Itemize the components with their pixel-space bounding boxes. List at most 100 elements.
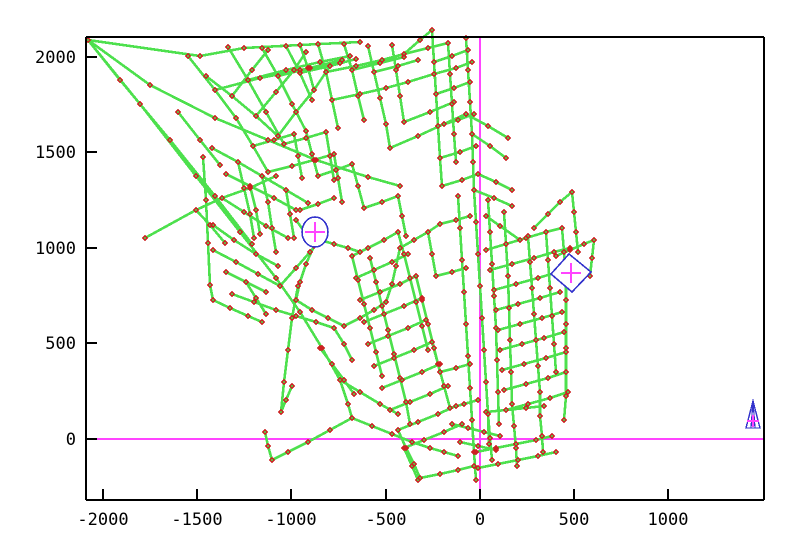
network-node	[524, 232, 532, 240]
network-node	[466, 212, 474, 220]
network-node	[460, 288, 468, 296]
network-node	[328, 96, 336, 104]
network-node	[540, 402, 548, 410]
network-node	[392, 66, 400, 74]
network-node	[480, 428, 488, 436]
network-node	[262, 310, 270, 318]
site-marker-ellipse[interactable]	[301, 216, 329, 248]
network-node	[202, 72, 210, 80]
network-node	[308, 96, 316, 104]
network-node	[408, 462, 416, 470]
x-tick-label-1000: 1000	[648, 510, 689, 530]
network-node	[326, 152, 334, 160]
network-node	[452, 64, 460, 72]
network-node	[400, 444, 408, 452]
network-node	[209, 296, 217, 304]
network-node	[211, 86, 219, 94]
network-node	[548, 432, 556, 440]
network-node	[448, 268, 456, 276]
network-node	[572, 228, 580, 236]
site-marker-diamond[interactable]	[549, 252, 593, 294]
network-node	[312, 318, 320, 326]
network-node	[360, 116, 368, 124]
network-node	[376, 400, 384, 408]
network-node	[254, 270, 262, 278]
x-tick-label-n1500: -1500	[171, 510, 222, 530]
network-node	[252, 250, 260, 258]
network-node	[348, 252, 356, 260]
network-node	[392, 262, 400, 270]
network-node	[234, 158, 242, 166]
network-node	[296, 41, 304, 49]
network-node	[386, 406, 394, 414]
y-tick-labels: 0 500 1000 1500 2000	[35, 48, 76, 450]
network-node	[468, 416, 476, 424]
network-node	[426, 390, 434, 398]
network-node	[474, 442, 482, 450]
network-node	[274, 72, 282, 80]
network-node	[334, 174, 342, 182]
network-node	[540, 334, 548, 342]
x-tick-label-n500: -500	[366, 510, 407, 530]
network-node	[221, 239, 229, 247]
network-node	[546, 284, 554, 292]
network-node	[530, 254, 538, 262]
y-tick-label-0: 0	[66, 430, 76, 450]
network-node	[456, 224, 464, 232]
network-node	[209, 221, 217, 229]
network-node	[404, 250, 412, 258]
network-node	[356, 248, 364, 256]
network-node	[452, 402, 460, 410]
network-node	[378, 384, 386, 392]
x-tick-label-0: 0	[475, 510, 485, 530]
network-node	[482, 378, 490, 386]
site-marker-spire[interactable]	[745, 398, 761, 429]
network-node	[340, 340, 348, 348]
network-node	[528, 284, 536, 292]
y-tick-label-500: 500	[45, 334, 76, 354]
network-node	[580, 240, 588, 248]
network-node	[136, 100, 144, 108]
network-node	[202, 196, 210, 204]
network-node	[240, 184, 248, 192]
network-node	[206, 281, 214, 289]
network-node	[446, 404, 454, 412]
network-node	[505, 304, 513, 312]
network-node	[494, 388, 502, 396]
network-node	[418, 322, 426, 330]
network-node	[316, 344, 324, 352]
network-node	[470, 448, 478, 456]
network-node	[400, 118, 408, 126]
network-node	[324, 314, 332, 322]
network-node	[542, 354, 550, 362]
network-node	[468, 130, 476, 138]
network-node	[184, 52, 192, 60]
network-node	[272, 274, 280, 282]
network-node	[328, 360, 336, 368]
network-node	[450, 130, 458, 138]
network-node	[378, 302, 386, 310]
network-node	[252, 206, 260, 214]
network-node	[272, 88, 280, 96]
network-node	[348, 356, 356, 364]
network-node	[340, 322, 348, 330]
network-node	[520, 360, 528, 368]
network-node	[282, 66, 290, 74]
network-node	[330, 240, 338, 248]
network-node	[368, 422, 376, 430]
network-node	[394, 62, 402, 70]
network-node	[492, 178, 500, 186]
network-node	[264, 442, 272, 450]
network-node	[496, 222, 504, 230]
network-node	[348, 66, 356, 74]
network-node	[485, 440, 493, 448]
network-node	[448, 52, 456, 60]
network-node	[292, 216, 300, 224]
network-node	[216, 161, 224, 169]
network-node	[474, 250, 482, 258]
network-node	[146, 81, 154, 89]
network-node	[464, 352, 472, 360]
network-node	[452, 364, 460, 372]
network-node	[412, 272, 420, 280]
network-node	[516, 320, 524, 328]
